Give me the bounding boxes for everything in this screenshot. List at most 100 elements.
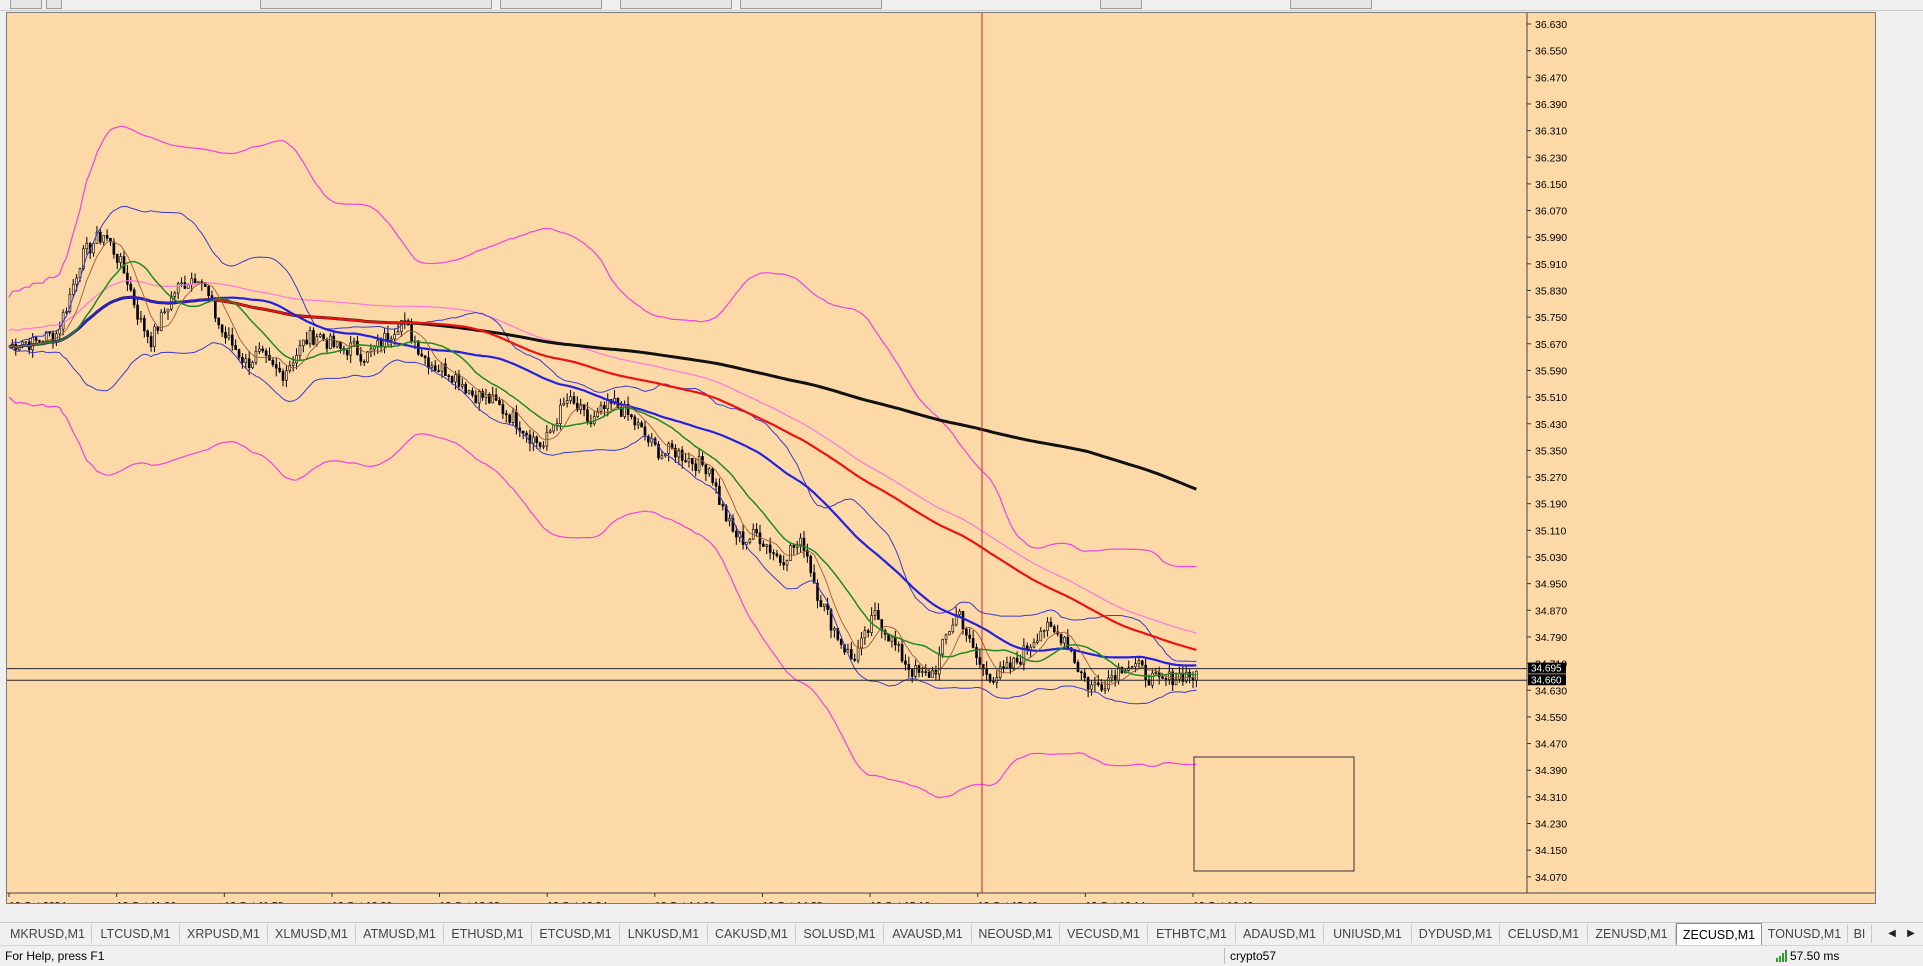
toolbar-button[interactable] (1100, 0, 1142, 9)
envelope-line (8, 279, 1197, 634)
candle-body (887, 633, 890, 642)
candle-body (975, 647, 978, 659)
symbol-tab[interactable]: ZENUSD,M1 (1588, 925, 1676, 943)
candle-body (806, 550, 809, 557)
candle-body (119, 256, 122, 263)
candle-body (782, 562, 785, 566)
candle-body (102, 235, 106, 243)
candle-body (1168, 671, 1171, 680)
candle-body (95, 231, 99, 244)
price-tick-label: 36.150 (1535, 179, 1567, 191)
price-tick-label: 35.910 (1535, 259, 1567, 271)
candle-body (109, 237, 112, 243)
symbol-tab[interactable]: ETHBTC,M1 (1148, 925, 1236, 943)
symbol-tab[interactable]: LTCUSD,M1 (92, 925, 180, 943)
chart-canvas[interactable]: 36.630 36.550 36.470 36.390 36.310 36.230 36.1… (7, 13, 1875, 903)
candle-body (839, 639, 843, 645)
candle-body (548, 430, 552, 433)
symbol-tab[interactable]: NEOUSD,M1 (972, 925, 1060, 943)
symbol-tab[interactable]: DYDUSD,M1 (1412, 925, 1500, 943)
candle-body (914, 665, 917, 677)
candle-body (515, 411, 518, 429)
toolbar-button[interactable] (500, 0, 602, 9)
price-tick-label: 36.310 (1535, 126, 1567, 138)
candle-body (667, 443, 670, 454)
candle-body (305, 339, 308, 345)
candle-body (630, 414, 633, 418)
tab-scroll-left-icon[interactable]: ◀ (1888, 928, 1896, 939)
symbol-tab[interactable]: ETHUSD,M1 (444, 925, 532, 943)
candle-body (362, 361, 366, 363)
candle-body (440, 363, 444, 372)
symbol-tab[interactable]: ATMUSD,M1 (356, 925, 444, 943)
candle-body (1140, 660, 1144, 666)
candle-body (481, 391, 484, 398)
tab-scroll-right-icon[interactable]: ▶ (1907, 928, 1915, 939)
candle-body (927, 671, 931, 678)
candle-body (1161, 676, 1164, 679)
symbol-tab[interactable]: XRPUSD,M1 (180, 925, 268, 943)
candle-body (576, 402, 579, 411)
candle-body (241, 356, 244, 363)
symbol-tab[interactable]: MKRUSD,M1 (4, 925, 92, 943)
candle-body (860, 637, 863, 649)
toolbar-button[interactable] (1290, 0, 1372, 9)
symbol-tab[interactable]: ZECUSD,M1 (1676, 923, 1762, 945)
symbol-tab[interactable]: XLMUSD,M1 (268, 925, 356, 943)
candle-body (1005, 662, 1009, 668)
candle-body (403, 320, 407, 322)
candle-body (778, 555, 782, 563)
candle-body (129, 283, 133, 291)
candle-body (298, 345, 302, 356)
candle-body (944, 634, 948, 640)
candle-body (281, 371, 285, 381)
symbol-tab[interactable]: CAKUSD,M1 (708, 925, 796, 943)
candle-body (1117, 666, 1120, 681)
symbol-tab[interactable]: UNIUSD,M1 (1324, 925, 1412, 943)
candle-body (724, 505, 728, 522)
symbol-tab[interactable]: AVAUSD,M1 (884, 925, 972, 943)
candle-body (894, 636, 897, 646)
toolbar-button[interactable] (740, 0, 882, 9)
candle-body (1036, 640, 1039, 643)
toolbar-button[interactable] (10, 0, 42, 9)
candle-body (619, 407, 623, 417)
candle-body (58, 328, 62, 335)
symbol-tab[interactable]: ETCUSD,M1 (532, 925, 620, 943)
symbol-tab[interactable]: TONUSD,M1 (1762, 925, 1848, 943)
candle-body (1042, 630, 1046, 633)
candle-body (812, 572, 816, 584)
timeframe-toolbar[interactable] (260, 0, 492, 9)
chart-window[interactable]: 36.630 36.550 36.470 36.390 36.310 36.230 36.1… (6, 12, 1876, 904)
symbol-tab[interactable]: CELUSD,M1 (1500, 925, 1588, 943)
bollinger-lower-line (8, 342, 1197, 705)
candle-body (471, 390, 474, 396)
candle-body (569, 396, 572, 401)
candle-body (937, 653, 941, 675)
price-tick-label: 34.870 (1535, 605, 1567, 617)
candle-body (508, 414, 511, 423)
time-tick-label: 12 Oct 2024 (9, 900, 66, 903)
candle-body (535, 436, 539, 443)
candle-body (420, 353, 424, 357)
symbol-tab[interactable]: ADAUSD,M1 (1236, 925, 1324, 943)
candle-body (285, 370, 288, 381)
symbol-tab[interactable]: SOLUSD,M1 (796, 925, 884, 943)
candle-body (1188, 671, 1191, 679)
candle-body (525, 432, 528, 436)
candle-body (1049, 621, 1053, 628)
candle-body (532, 436, 535, 444)
candle-body (230, 334, 234, 346)
candle-body (596, 411, 599, 417)
toolbar-button[interactable] (620, 0, 732, 9)
symbol-tab[interactable]: BI (1848, 925, 1872, 943)
symbol-tab[interactable]: VECUSD,M1 (1060, 925, 1148, 943)
candle-body (1053, 626, 1056, 633)
symbol-tab[interactable]: LNKUSD,M1 (620, 925, 708, 943)
candle-body (143, 317, 146, 332)
toolbar-button[interactable] (46, 0, 62, 9)
candle-body (1002, 666, 1005, 669)
candle-body (180, 282, 183, 285)
candle-body (1096, 682, 1100, 685)
candle-body (988, 674, 992, 682)
